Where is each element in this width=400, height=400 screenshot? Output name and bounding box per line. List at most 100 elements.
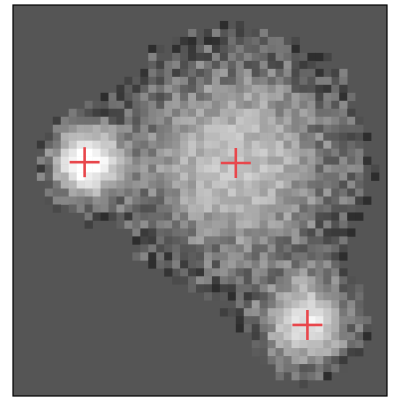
image-pixel — [275, 244, 284, 253]
image-pixel — [299, 244, 308, 253]
image-pixel — [180, 68, 189, 78]
image-pixel — [339, 140, 348, 149]
image-pixel — [100, 212, 109, 221]
image-pixel — [235, 44, 245, 54]
image-pixel — [124, 108, 133, 118]
image-pixel — [132, 196, 141, 205]
image-pixel — [84, 164, 93, 173]
image-pixel — [291, 76, 300, 86]
image-pixel — [315, 260, 324, 269]
image-pixel — [227, 204, 237, 213]
image-pixel — [164, 172, 173, 181]
image-pixel — [275, 372, 284, 381]
image-pixel — [243, 140, 253, 149]
image-pixel — [339, 196, 348, 205]
image-pixel — [164, 196, 173, 205]
image-pixel — [331, 324, 340, 333]
image-pixel — [275, 172, 284, 181]
image-pixel — [124, 164, 133, 173]
image-pixel — [347, 92, 356, 102]
image-pixel — [299, 356, 308, 365]
image-pixel — [68, 188, 77, 197]
image-pixel — [196, 260, 205, 269]
image-pixel — [227, 36, 237, 46]
image-pixel — [108, 148, 117, 157]
image-pixel — [291, 60, 300, 70]
image-pixel — [267, 316, 276, 325]
image-pixel — [299, 140, 308, 149]
image-pixel — [148, 180, 157, 189]
image-pixel — [275, 108, 284, 118]
image-pixel — [331, 220, 340, 229]
image-pixel — [315, 276, 324, 285]
image-pixel — [243, 228, 253, 237]
image-pixel — [347, 300, 356, 309]
image-pixel — [148, 188, 157, 197]
image-pixel — [251, 76, 260, 86]
image-pixel — [140, 244, 149, 253]
image-pixel — [44, 156, 54, 165]
image-pixel — [188, 172, 197, 181]
image-pixel — [251, 300, 260, 309]
image-pixel — [203, 156, 213, 165]
image-pixel — [299, 228, 308, 237]
image-pixel — [235, 180, 245, 189]
image-pixel — [267, 148, 276, 157]
image-pixel — [291, 92, 300, 102]
image-pixel — [196, 236, 205, 245]
image-pixel — [180, 36, 189, 46]
image-pixel — [307, 68, 316, 78]
image-pixel — [196, 276, 205, 285]
image-pixel — [235, 316, 245, 325]
image-pixel — [203, 188, 213, 197]
image-pixel — [84, 196, 93, 205]
image-pixel — [307, 292, 316, 301]
image-pixel — [132, 148, 141, 157]
image-pixel — [227, 292, 237, 301]
image-pixel — [267, 324, 276, 333]
image-pixel — [331, 108, 340, 118]
image-pixel — [124, 188, 133, 197]
image-pixel — [299, 124, 308, 133]
image-pixel — [132, 212, 141, 221]
image-pixel — [307, 276, 316, 285]
image-pixel — [291, 132, 300, 141]
image-pixel — [347, 212, 356, 221]
image-pixel — [243, 132, 253, 141]
image-pixel — [164, 92, 173, 102]
image-pixel — [172, 188, 181, 197]
image-pixel — [148, 108, 157, 118]
image-pixel — [251, 276, 260, 285]
image-pixel — [331, 172, 340, 181]
image-pixel — [203, 236, 213, 245]
image-pixel — [116, 220, 125, 229]
image-pixel — [323, 92, 332, 102]
image-pixel — [219, 276, 229, 285]
image-pixel — [76, 132, 85, 141]
image-pixel — [291, 260, 300, 269]
image-pixel — [132, 84, 141, 94]
image-pixel — [291, 300, 300, 309]
image-pixel — [275, 348, 284, 357]
image-pixel — [227, 116, 237, 125]
image-pixel — [164, 76, 173, 86]
image-pixel — [100, 188, 109, 197]
image-pixel — [219, 252, 229, 261]
image-pixel — [156, 148, 165, 157]
image-pixel — [315, 84, 324, 94]
image-pixel — [227, 28, 237, 38]
image-pixel — [291, 188, 300, 197]
image-pixel — [243, 116, 253, 125]
image-pixel — [243, 308, 253, 317]
image-pixel — [227, 172, 237, 181]
image-pixel — [196, 196, 205, 205]
image-pixel — [331, 316, 340, 325]
image-pixel — [235, 324, 245, 333]
image-pixel — [299, 252, 308, 261]
image-pixel — [196, 204, 205, 213]
image-pixel — [156, 76, 165, 86]
image-pixel — [363, 132, 372, 141]
image-pixel — [275, 220, 284, 229]
image-pixel — [267, 140, 276, 149]
